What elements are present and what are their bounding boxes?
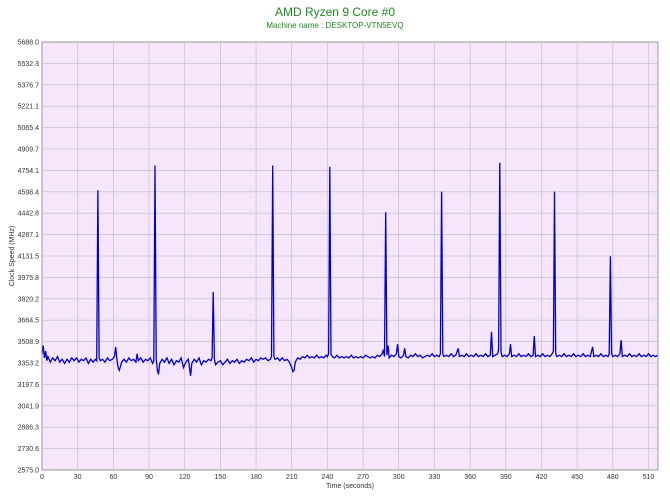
chart-title: AMD Ryzen 9 Core #0 [274,5,396,19]
x-tick-label: 150 [215,474,227,481]
y-tick-label: 3508.9 [18,339,40,346]
y-tick-label: 5688.0 [18,40,40,47]
x-tick-label: 180 [250,474,262,481]
y-axis-ticks: 2575.0 2730.6 2886.3 3041.9 3197.6 3353.2 3508… [18,40,40,475]
x-axis-ticks: 0 30 60 90 120 150 180 210 240 270 300 330 360 390 420… [40,474,654,481]
x-tick-label: 240 [322,474,334,481]
y-tick-label: 3664.5 [18,318,40,325]
x-tick-label: 390 [500,474,512,481]
y-tick-label: 4287.1 [18,232,40,239]
x-tick-label: 270 [357,474,369,481]
y-tick-label: 2886.3 [18,425,40,432]
x-tick-label: 420 [536,474,548,481]
grid-lines [41,41,658,471]
y-tick-label: 4598.4 [18,189,40,196]
y-tick-label: 5376.7 [18,82,40,89]
x-tick-label: 450 [571,474,583,481]
y-tick-label: 3975.8 [18,275,40,282]
x-tick-label: 510 [643,474,655,481]
x-tick-label: 90 [145,474,153,481]
y-tick-label: 2730.6 [18,446,40,453]
y-tick-label: 3041.9 [18,403,40,410]
x-tick-label: 0 [40,474,44,481]
x-tick-label: 60 [109,474,117,481]
y-tick-label: 4131.5 [18,254,40,261]
y-tick-label: 3353.2 [18,361,40,368]
y-tick-label: 4909.7 [18,147,40,154]
y-tick-label: 2575.0 [18,468,40,475]
x-tick-label: 210 [286,474,298,481]
plot-border [41,41,659,471]
series-line [41,162,659,376]
y-tick-label: 5221.1 [18,104,40,111]
y-tick-label: 5065.4 [18,125,40,132]
y-tick-label: 3820.2 [18,296,40,303]
x-tick-label: 120 [179,474,191,481]
x-tick-label: 480 [607,474,619,481]
x-axis-label: Time (seconds) [326,483,374,490]
y-tick-label: 4442.8 [18,211,40,218]
y-axis-label: Clock Speed (MHz) [9,226,16,287]
y-tick-label: 5532.3 [18,61,40,68]
x-tick-label: 330 [429,474,441,481]
y-tick-label: 4754.1 [18,168,40,175]
x-tick-label: 360 [464,474,476,481]
chart-subtitle: Machine name : DESKTOP-VTN5EVQ [266,21,404,30]
x-tick-label: 30 [74,474,82,481]
x-tick-label: 300 [393,474,405,481]
y-tick-label: 3197.6 [18,382,40,389]
